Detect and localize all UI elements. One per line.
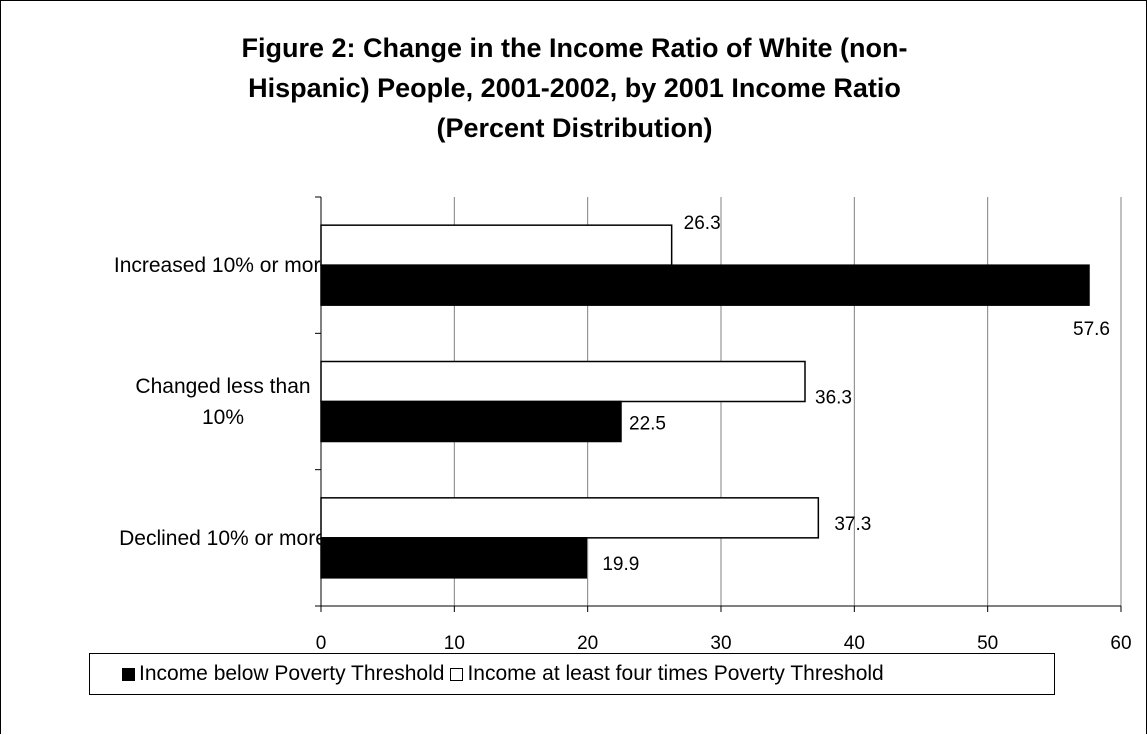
chart-legend: Income below Poverty Threshold Income at… xyxy=(89,653,1055,695)
category-label: Changed less than xyxy=(135,375,310,398)
chart-title-line-3: (Percent Distribution) xyxy=(436,113,713,143)
data-label: 19.9 xyxy=(602,554,639,575)
legend-item-below-poverty: Income below Poverty Threshold xyxy=(122,662,444,686)
x-tick-label: 50 xyxy=(977,633,998,654)
bar-four-times-poverty xyxy=(320,224,673,266)
data-label: 26.3 xyxy=(684,213,721,234)
legend-item-four-times-poverty: Income at least four times Poverty Thres… xyxy=(450,662,884,686)
category-label: Declined 10% or more xyxy=(119,527,327,550)
bar-four-times-poverty xyxy=(320,360,806,403)
data-label: 37.3 xyxy=(834,514,871,535)
bar-below-poverty xyxy=(320,264,1090,306)
x-tick-label: 20 xyxy=(577,633,598,654)
data-label: 57.6 xyxy=(1073,319,1110,340)
x-tick-label: 40 xyxy=(844,633,865,654)
legend-label-below-poverty: Income below Poverty Threshold xyxy=(139,662,445,685)
x-tick-label: 10 xyxy=(444,633,465,654)
legend-swatch-black xyxy=(122,667,135,681)
x-tick-label: 60 xyxy=(1110,633,1131,654)
chart-title-line-2: Hispanic) People, 2001-2002, by 2001 Inc… xyxy=(248,73,901,103)
data-label: 36.3 xyxy=(815,388,852,409)
chart-title-line-1: Figure 2: Change in the Income Ratio of … xyxy=(241,33,908,63)
legend-swatch-white xyxy=(450,667,464,681)
bar-below-poverty xyxy=(320,400,622,443)
category-label: Increased 10% or more xyxy=(114,254,332,277)
category-label: 10% xyxy=(202,406,244,429)
legend-label-four-times-poverty: Income at least four times Poverty Thres… xyxy=(467,662,884,685)
data-label: 22.5 xyxy=(629,414,666,435)
x-tick-label: 0 xyxy=(316,633,327,654)
bar-below-poverty xyxy=(320,537,588,579)
x-tick-label: 30 xyxy=(710,633,731,654)
bar-four-times-poverty xyxy=(320,497,820,539)
